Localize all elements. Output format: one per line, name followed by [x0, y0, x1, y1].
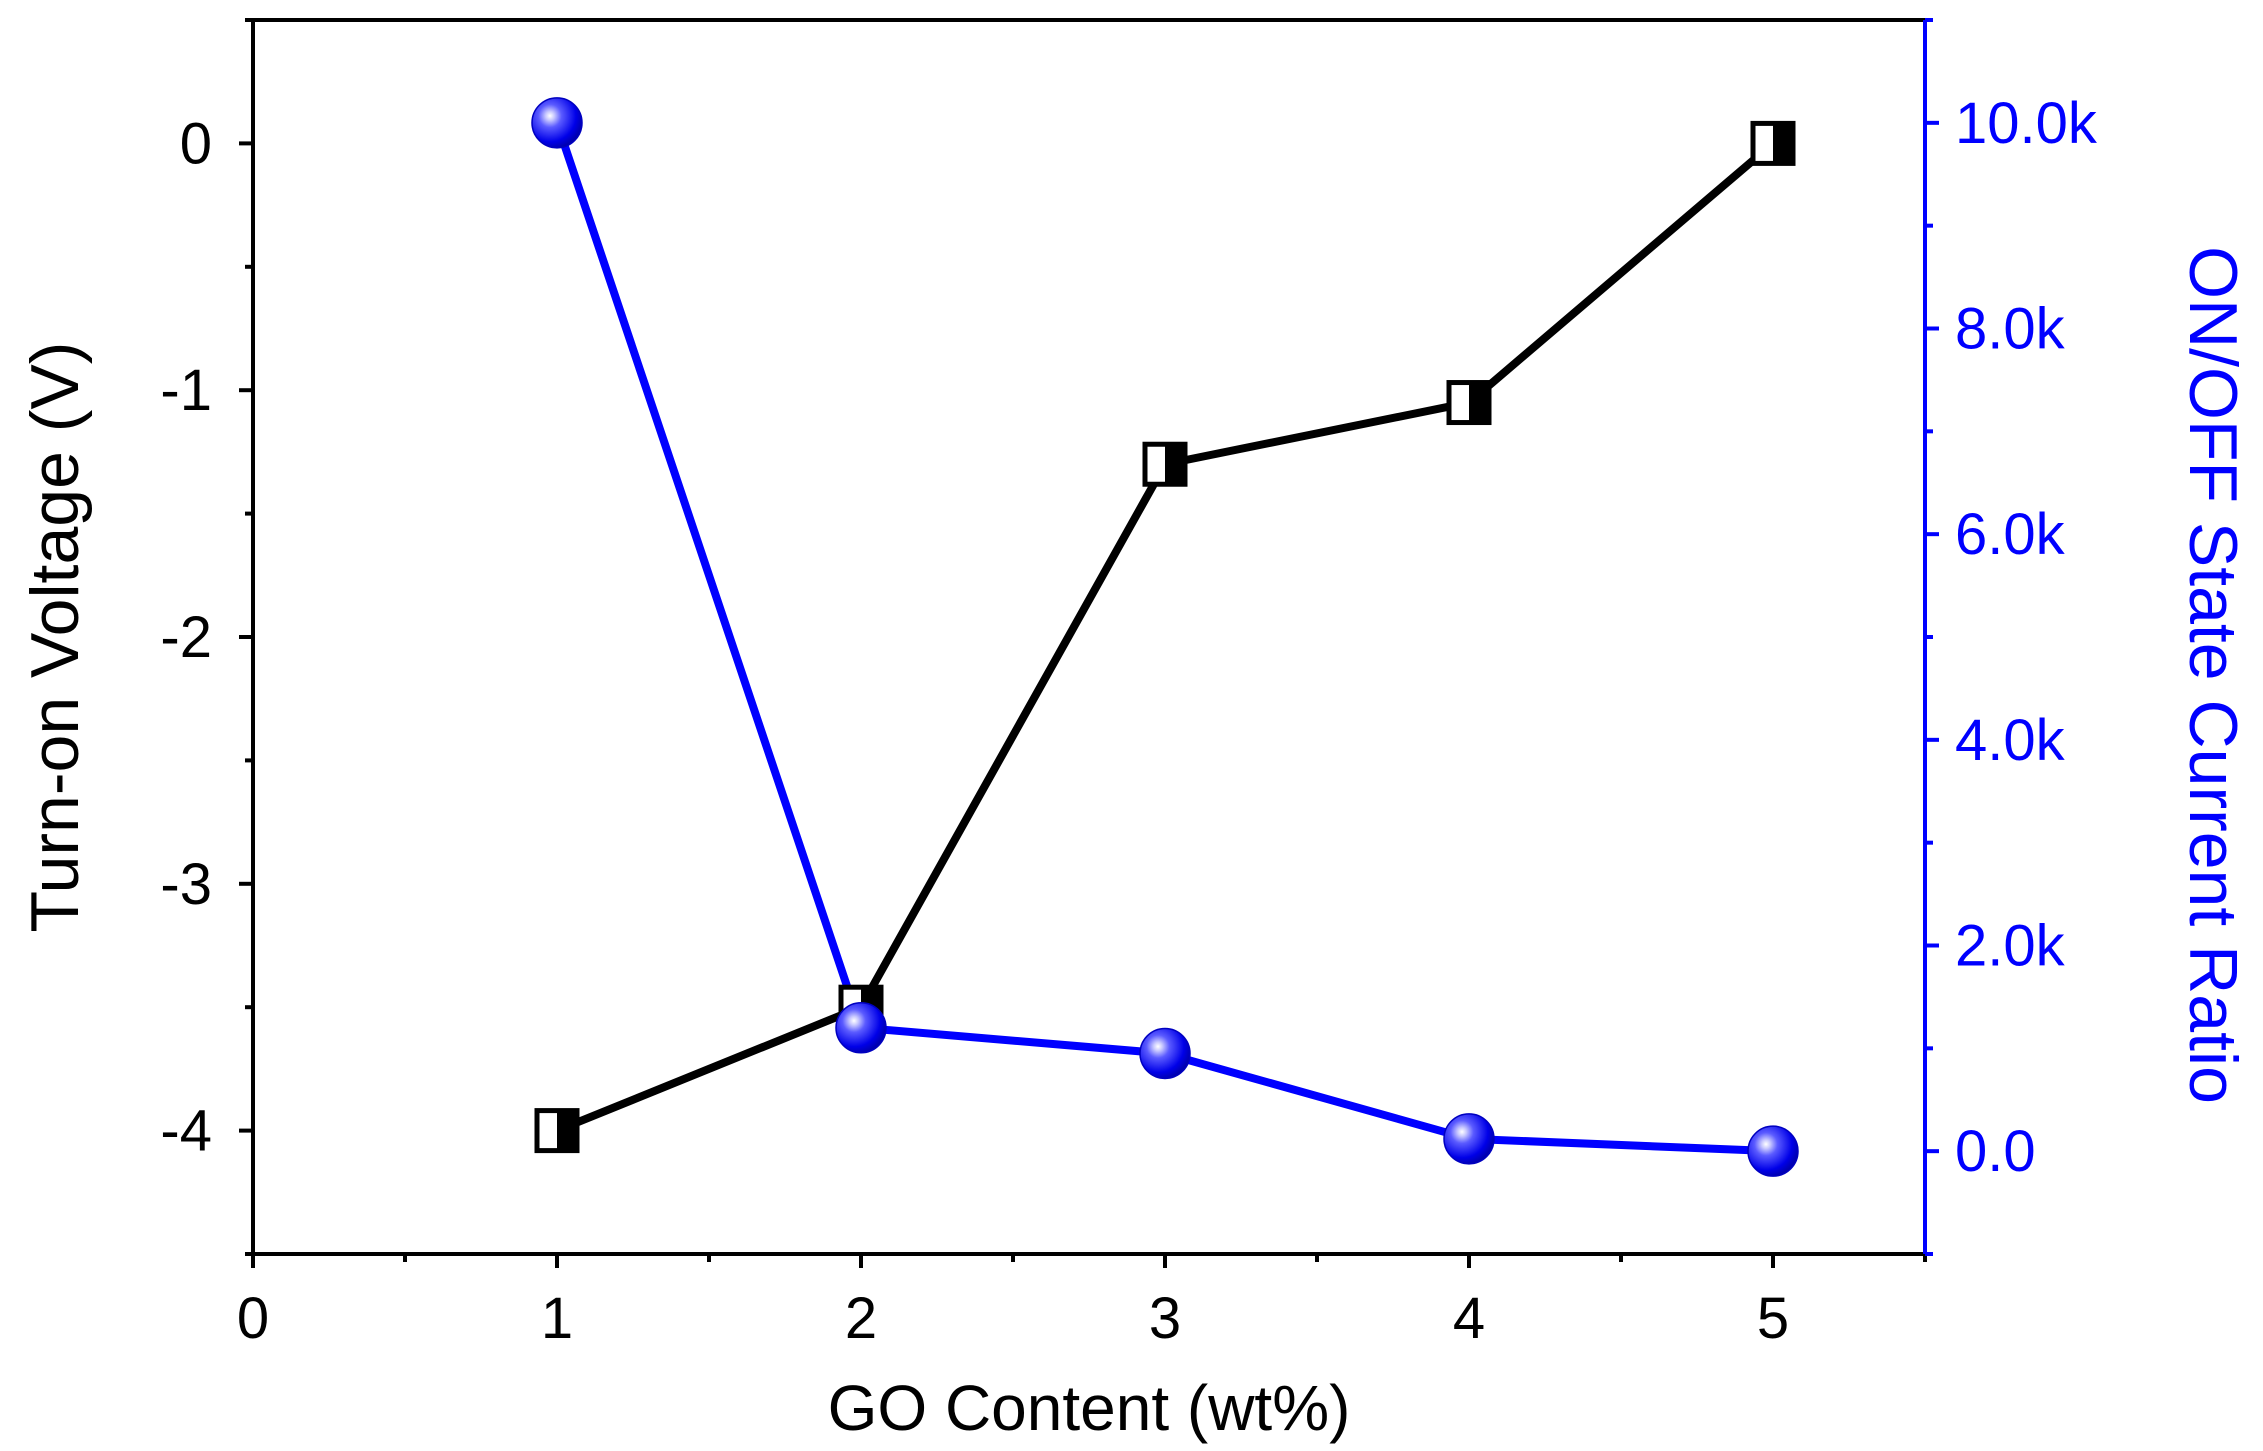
turn-on-voltage-line: [555, 140, 1776, 1135]
left-y-axis-ticks: 0 -1 -2 -3 -4: [160, 18, 253, 1256]
on-off-ratio-line: [553, 121, 1774, 1156]
left-y-tick-label: -1: [160, 358, 212, 423]
left-y-tick-label: 0: [180, 111, 212, 176]
on-off-ratio-point: [835, 1002, 887, 1054]
on-off-ratio-point: [1747, 1125, 1799, 1177]
x-tick-label: 1: [541, 1286, 573, 1351]
x-tick-label: 2: [845, 1286, 877, 1351]
on-off-ratio-point: [531, 97, 583, 149]
left-y-tick-label: -4: [160, 1099, 212, 1164]
x-tick-label: 0: [237, 1286, 269, 1351]
right-y-axis-label: ON/OFF State Current Ratio: [2175, 246, 2251, 1104]
turn-on-voltage-point: [1750, 120, 1796, 166]
x-axis-ticks: 0 1 2 3 4 5: [237, 1254, 1927, 1351]
right-y-tick-label: 10.0k: [1955, 91, 2098, 156]
x-tick-label: 5: [1757, 1286, 1789, 1351]
right-y-tick-label: 6.0k: [1955, 502, 2066, 567]
left-y-tick-label: -2: [160, 605, 212, 670]
x-tick-label: 3: [1149, 1286, 1181, 1351]
turn-on-voltage-point: [1446, 380, 1492, 426]
left-y-axis-label: Turn-on Voltage (V): [17, 342, 93, 933]
series-lines: [553, 121, 1776, 1156]
axis-frame: [251, 18, 1927, 1256]
on-off-ratio-point: [1443, 1113, 1495, 1165]
right-y-tick-label: 8.0k: [1955, 297, 2066, 362]
turn-on-voltage-point: [534, 1108, 580, 1154]
on-off-ratio-point: [1139, 1027, 1191, 1080]
x-tick-label: 4: [1453, 1286, 1485, 1351]
x-axis-label: GO Content (wt%): [828, 1372, 1351, 1444]
left-y-tick-label: -3: [160, 852, 212, 917]
right-y-axis-ticks: 10.0k 8.0k 6.0k 4.0k 2.0k 0.0: [1925, 18, 2098, 1256]
right-y-tick-label: 0.0: [1955, 1119, 2036, 1184]
right-y-tick-label: 2.0k: [1955, 914, 2066, 979]
series-markers: [531, 97, 1799, 1177]
turn-on-voltage-point: [1142, 441, 1188, 487]
right-y-tick-label: 4.0k: [1955, 708, 2066, 773]
